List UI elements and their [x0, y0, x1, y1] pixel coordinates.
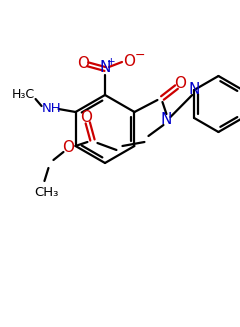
Text: O: O	[174, 77, 186, 92]
Text: N: N	[188, 82, 200, 97]
Text: O: O	[80, 111, 92, 126]
Text: N: N	[161, 112, 172, 128]
Text: NH: NH	[42, 101, 61, 114]
Text: +: +	[107, 57, 115, 67]
Text: −: −	[135, 48, 145, 61]
Text: O: O	[123, 54, 135, 68]
Text: CH₃: CH₃	[34, 186, 59, 199]
Text: O: O	[77, 56, 89, 71]
Text: N: N	[99, 60, 111, 76]
Text: O: O	[62, 141, 74, 156]
Text: H₃C: H₃C	[12, 89, 35, 101]
